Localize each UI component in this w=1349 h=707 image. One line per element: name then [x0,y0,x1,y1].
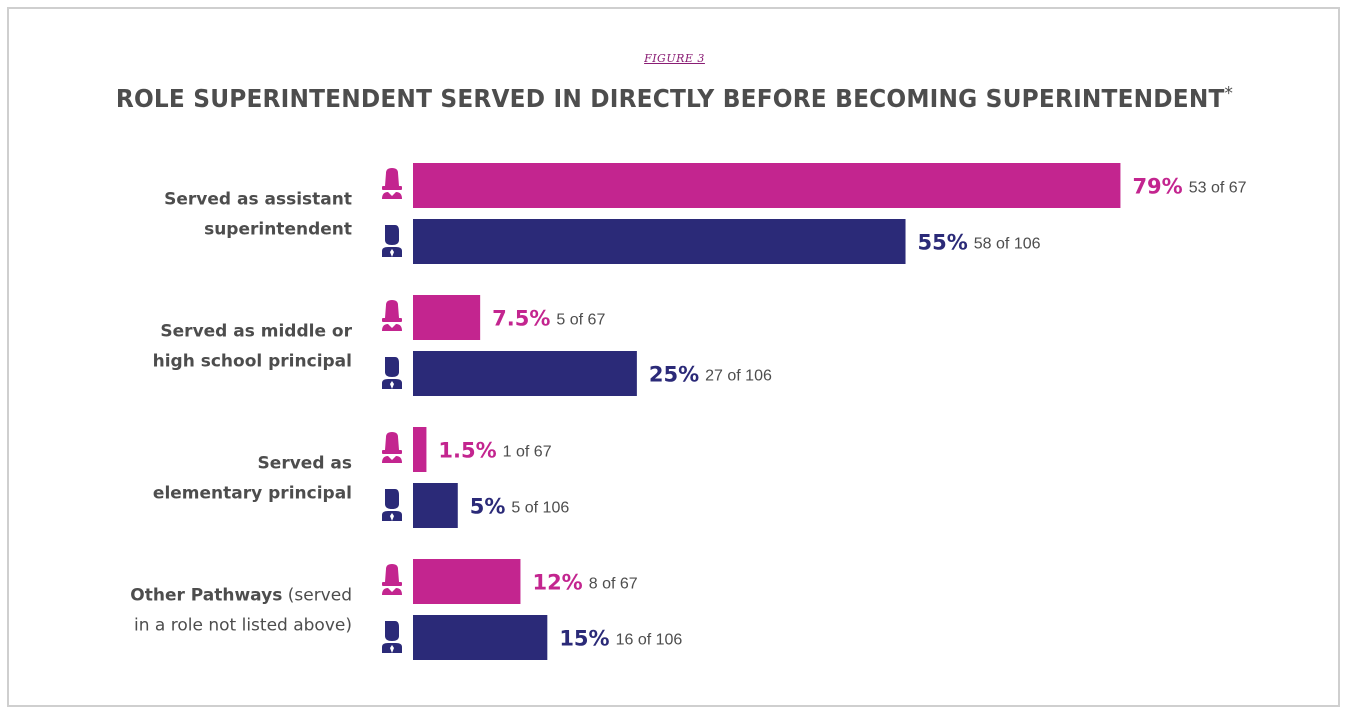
woman-icon-head [385,432,399,450]
percentage-label: 12% [532,571,582,595]
count-label: 16 of 106 [616,632,683,649]
category-label-bold: elementary principal [153,484,352,504]
man-icon-head [385,225,399,245]
woman-icon-body [382,456,402,463]
woman-icon-collar [382,318,402,322]
percentage-label: 5% [470,495,506,519]
category-label: elementary principal [153,484,352,504]
men-bar [413,615,548,660]
count-label: 5 of 67 [556,312,605,329]
percentage-label: 25% [649,363,699,387]
men-bar [413,219,906,264]
chart-title-text: ROLE SUPERINTENDENT SERVED IN DIRECTLY B… [115,84,1225,113]
count-label: 27 of 106 [705,368,772,385]
man-icon [382,225,402,257]
woman-icon-body [382,588,402,595]
count-label: 58 of 106 [974,236,1041,253]
percentage-label: 1.5% [438,439,496,463]
count-label: 8 of 67 [589,576,638,593]
man-icon-head [385,489,399,509]
category-label-bold: Served as assistant [164,190,352,210]
woman-icon-head [385,300,399,318]
chart-title: ROLE SUPERINTENDENT SERVED IN DIRECTLY B… [47,83,1302,113]
figure-label: FIGURE 3 [644,52,705,65]
man-icon [382,489,402,521]
percentage-label: 7.5% [492,307,550,331]
category-label: high school principal [153,352,352,372]
men-bar [413,483,458,528]
man-icon-tie [390,645,394,653]
category-label-normal: (served [282,586,352,606]
category-label: in a role not listed above) [134,616,352,636]
category-label-bold: Served as middle or [160,322,352,342]
category-label-bold: Served as [258,454,352,474]
man-icon-tie [390,513,394,521]
percentage-label: 79% [1132,175,1182,199]
category-label: Served as assistant [164,190,352,210]
category-label: Other Pathways (served [130,586,352,606]
men-bar [413,351,637,396]
count-label: 5 of 106 [511,500,569,517]
count-label: 1 of 67 [503,444,552,461]
man-icon [382,621,402,653]
woman-icon-collar [382,450,402,454]
category-label-bold: Other Pathways [130,586,282,606]
category-label-bold: high school principal [153,352,352,372]
category-label: Served as middle or [160,322,352,342]
woman-icon-body [382,192,402,199]
women-bar [413,163,1121,208]
woman-icon-head [385,564,399,582]
man-icon-tie [390,381,394,389]
women-bar [413,295,481,340]
woman-icon [382,168,402,199]
woman-icon [382,432,402,463]
woman-icon-collar [382,582,402,586]
women-bar [413,559,521,604]
figure-frame [7,7,1340,707]
category-label: Served as [258,454,352,474]
man-icon [382,357,402,389]
percentage-label: 15% [559,627,609,651]
woman-icon [382,300,402,331]
man-icon-tie [390,249,394,257]
women-bar [413,427,427,472]
category-label: superintendent [204,220,352,240]
woman-icon-head [385,168,399,186]
woman-icon-collar [382,186,402,190]
man-icon-head [385,357,399,377]
man-icon-head [385,621,399,641]
woman-icon-body [382,324,402,331]
woman-icon [382,564,402,595]
category-label-normal: in a role not listed above) [134,616,352,636]
title-footnote-mark: * [1224,83,1234,104]
count-label: 53 of 67 [1189,180,1247,197]
percentage-label: 55% [918,231,968,255]
category-label-bold: superintendent [204,220,352,240]
